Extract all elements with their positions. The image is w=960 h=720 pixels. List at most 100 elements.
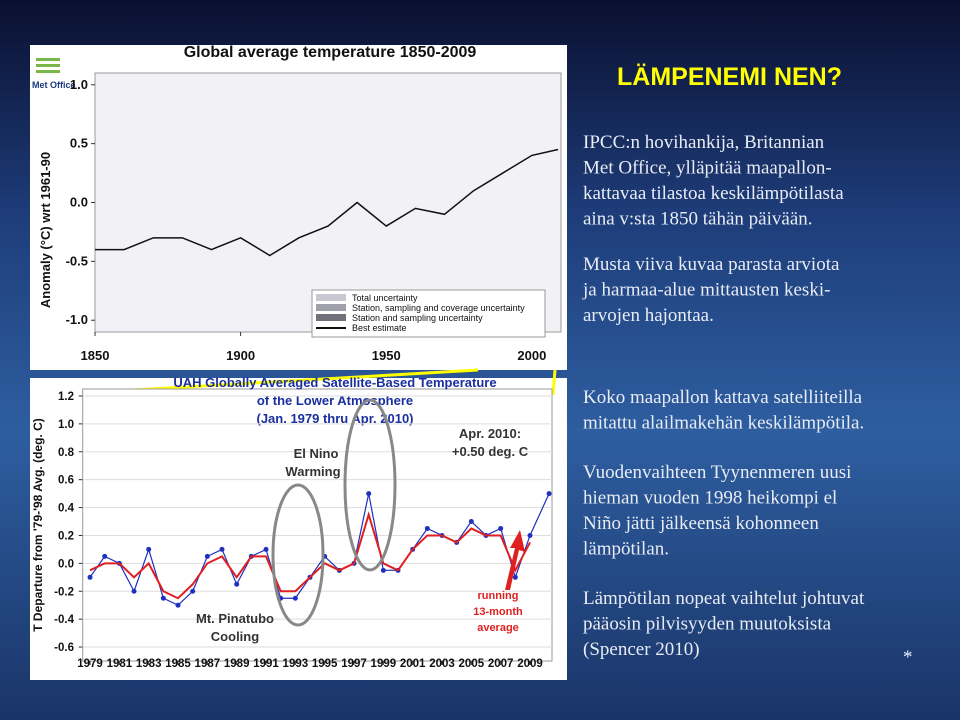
data-point [380,567,386,573]
legend-swatch [316,314,346,321]
y-tick-label: -0.5 [66,253,88,268]
y-tick-label: 0.5 [70,136,88,151]
x-tick-label: 2001 [400,658,426,670]
y-tick-label: 0.0 [58,558,74,570]
x-tick-label: 1950 [372,348,401,363]
data-point [102,553,108,559]
x-tick-label: 1985 [165,658,191,670]
logo [36,58,60,73]
data-point [292,595,298,601]
paragraph-line: Niño jätti jälkeensä kohonneen [583,513,819,534]
annotation: Apr. 2010: [459,426,521,441]
x-tick-label: 2003 [429,658,455,670]
chart-title: UAH Globally Averaged Satellite-Based Te… [173,375,496,390]
data-point [190,588,196,594]
paragraph-line: arvojen hajontaa. [583,305,714,326]
paragraph-line: lämpötilan. [583,539,669,560]
y-tick-label: -0.4 [54,614,74,626]
data-point [131,588,137,594]
x-tick-label: 1989 [224,658,250,670]
x-tick-label: 1997 [341,658,367,670]
data-point [527,532,533,538]
legend-label: Station, sampling and coverage uncertain… [352,303,525,313]
paragraph-line: hieman vuoden 1998 heikompi el [583,488,837,509]
paragraph-line: IPCC:n hovihankija, Britannian [583,132,825,153]
legend-label: Best estimate [352,323,407,333]
data-point [234,581,240,587]
data-point [87,574,93,580]
annotation: Cooling [211,629,259,644]
legend-box [311,289,546,338]
series-line [89,511,531,600]
y-tick-label: 1.0 [70,77,88,92]
legend-label: Total uncertainty [352,293,418,303]
paragraph-line: Musta viiva kuvaa parasta arviota [583,254,840,275]
data-point [546,491,552,497]
paragraph-line: Lämpötilan nopeat vaihtelut johtuvat [583,588,865,609]
annotation: running [478,590,519,602]
chart-title: (Jan. 1979 thru Apr. 2010) [256,411,413,426]
y-tick-label: 0.2 [58,530,74,542]
y-axis-label: Anomaly (°C) wrt 1961-90 [38,152,53,308]
paragraph-line: aina v:sta 1850 tähän päivään. [583,209,813,230]
annotation: Mt. Pinatubo [196,611,274,626]
x-tick-label: 2000 [517,348,546,363]
plot-area [82,388,553,662]
x-tick-label: 2009 [517,658,543,670]
y-tick-label: 0.4 [58,503,75,515]
x-tick-label: 1979 [77,658,103,670]
y-tick-label: 1.2 [58,391,74,403]
paragraph-line: ja harmaa-alue mittausten keski- [582,280,830,301]
footnote: * [903,647,913,668]
y-tick-label: 1.0 [58,419,74,431]
y-tick-label: -0.2 [54,586,74,598]
data-point [219,546,225,552]
x-tick-label: 1983 [136,658,162,670]
data-point [204,553,210,559]
data-point [512,574,518,580]
y-tick-label: 0.8 [58,447,75,459]
data-point [498,525,504,531]
data-point [468,519,474,525]
series-line [89,493,550,606]
y-tick-label: -1.0 [66,312,88,327]
annotation: Warming [285,464,340,479]
slide-title: LÄMPENEMI NEN? [617,63,842,91]
data-point [175,602,181,608]
plot-area [94,72,562,333]
paragraph-line: Koko maapallon kattava satelliiteilla [583,387,863,408]
arrow [505,530,525,590]
annotation: average [477,622,519,634]
y-axis-label: T Departure from '79-'98 Avg. (deg. C) [31,418,45,632]
data-point [424,525,430,531]
x-tick-label: 1850 [81,348,110,363]
y-tick-label: 0.0 [70,195,88,210]
annotation: El Nino [294,446,339,461]
y-tick-label: -0.6 [54,642,74,654]
annotation: +0.50 deg. C [452,444,529,459]
x-tick-label: 1999 [371,658,397,670]
data-point [160,595,166,601]
paragraph-line: Vuodenvaihteen Tyynenmeren uusi [583,462,851,483]
x-tick-label: 1981 [107,658,133,670]
data-point [146,546,152,552]
x-tick-label: 2007 [488,658,514,670]
x-tick-label: 1900 [226,348,255,363]
x-tick-label: 1993 [283,658,309,670]
paragraph-line: Met Office, ylläpitää maapallon- [583,158,832,179]
paragraph-line: (Spencer 2010) [583,639,700,660]
annotation: 13-month [473,606,523,618]
chart-title: Global average temperature 1850-2009 [184,44,477,61]
data-point [366,491,372,497]
paragraph-line: kattavaa tilastoa keskilämpötilasta [583,183,844,204]
x-tick-label: 1995 [312,658,338,670]
series-line [95,148,559,257]
highlight-ellipse [343,398,397,572]
x-tick-label: 2005 [459,658,485,670]
data-point [263,546,269,552]
highlight-ellipse [271,483,325,627]
paragraph-line: mitattu alailmakehän keskilämpötila. [583,413,864,434]
x-tick-label: 1987 [195,658,221,670]
